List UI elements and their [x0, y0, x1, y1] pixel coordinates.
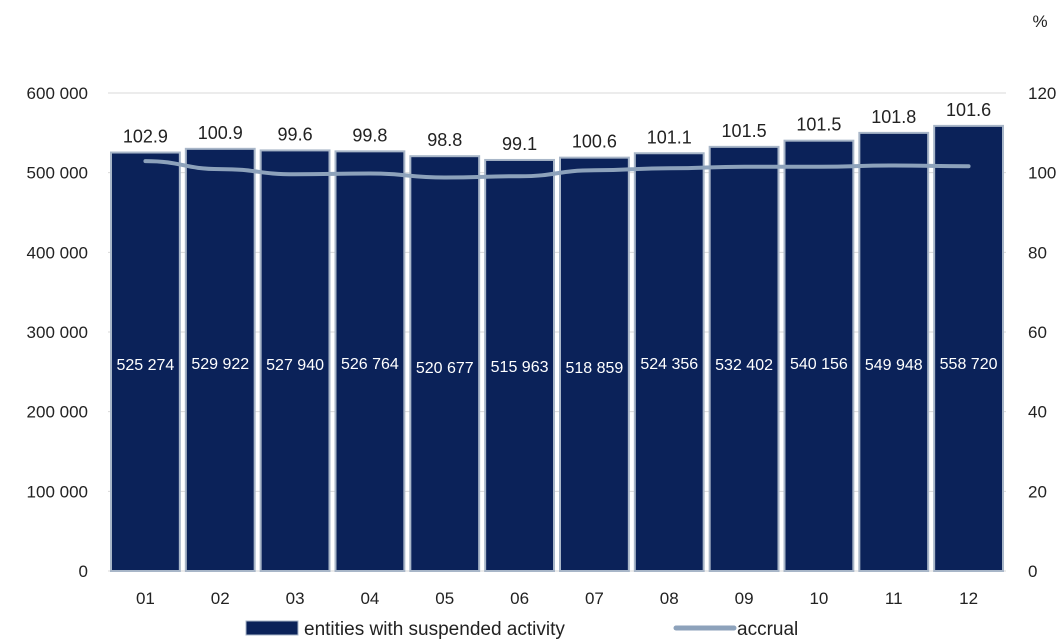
axes: 0 100 000 200 000 300 000 400 000 500 000 600 …: [27, 12, 1057, 608]
x-tick-label: 10: [809, 589, 828, 608]
y-right-tick-label: 20: [1028, 482, 1047, 501]
y-right-tick-label: 40: [1028, 403, 1047, 422]
bar-05: [409, 155, 481, 572]
x-tick-label: 11: [885, 589, 903, 608]
legend-swatch-bars: [245, 620, 299, 636]
accrual-value-label: 100.9: [198, 123, 243, 143]
bar-series: [110, 124, 1005, 573]
x-tick-label: 02: [211, 589, 230, 608]
accrual-line: [143, 159, 971, 180]
bar-value-label: 540 156: [790, 356, 848, 373]
bar-12: [933, 124, 1005, 572]
bar-value-label: 527 940: [266, 357, 324, 374]
y-right-tick-label: 80: [1028, 243, 1047, 262]
x-tick-label: 03: [286, 589, 305, 608]
y-left-tick-label: 300 000: [27, 323, 88, 342]
bar-value-label: 532 402: [715, 357, 773, 374]
accrual-value-label: 98.8: [427, 130, 462, 150]
bar-value-label: 515 963: [491, 359, 549, 376]
bar-11: [858, 131, 930, 572]
line-series: [143, 159, 971, 180]
bar-04: [334, 150, 406, 573]
y-left-tick-label: 500 000: [27, 164, 88, 183]
bar-01: [110, 151, 181, 572]
bar-07: [559, 156, 630, 572]
bar-02: [184, 147, 256, 573]
bar-06: [484, 158, 555, 573]
bar-08: [633, 152, 705, 572]
bar-09: [708, 145, 780, 572]
x-tick-label: 04: [360, 589, 379, 608]
x-tick-label: 08: [660, 589, 679, 608]
x-tick-label: 09: [735, 589, 754, 608]
accrual-value-label: 100.6: [572, 132, 617, 152]
x-tick-label: 07: [585, 589, 604, 608]
legend: entities with suspended activity accrual: [245, 619, 798, 640]
bar-value-label: 524 356: [640, 356, 698, 373]
x-tick-label: 05: [435, 589, 454, 608]
bar-value-label: 549 948: [865, 357, 923, 374]
y-left-tick-label: 200 000: [27, 403, 88, 422]
legend-label-line: accrual: [737, 619, 798, 640]
y-left-tick-label: 100 000: [27, 482, 88, 501]
legend-label-bars: entities with suspended activity: [304, 619, 565, 640]
y-left-tick-label: 600 000: [27, 84, 88, 103]
y-left-tick-label: 400 000: [27, 243, 88, 262]
accrual-value-label: 101.1: [647, 127, 692, 147]
bar-value-label: 525 274: [116, 357, 174, 374]
y-right-tick-label: 100: [1028, 164, 1056, 183]
accrual-value-label: 101.5: [796, 115, 841, 135]
accrual-value-label: 99.8: [352, 125, 387, 145]
bar-value-label: 520 677: [416, 360, 474, 377]
bar-10: [783, 139, 855, 572]
y-right-axis-label: %: [1032, 12, 1047, 31]
data-labels: 525 274 529 922 527 940 526 764 520 677 515 9…: [116, 100, 997, 377]
accrual-value-label: 101.8: [871, 107, 916, 127]
accrual-value-label: 101.5: [722, 121, 767, 141]
y-right-tick-label: 0: [1028, 562, 1037, 581]
bar-value-label: 518 859: [565, 360, 623, 377]
x-tick-label: 01: [136, 589, 155, 608]
bar-03: [259, 149, 331, 572]
accrual-value-label: 99.6: [278, 124, 313, 144]
y-right-tick-label: 120: [1028, 84, 1056, 103]
y-left-tick-label: 0: [79, 562, 88, 581]
accrual-value-label: 102.9: [123, 127, 168, 147]
x-tick-label: 06: [510, 589, 529, 608]
bar-value-label: 526 764: [341, 356, 399, 373]
y-right-tick-label: 60: [1028, 323, 1047, 342]
x-tick-label: 12: [959, 589, 978, 608]
accrual-value-label: 99.1: [502, 134, 537, 154]
accrual-value-label: 101.6: [946, 100, 991, 120]
bar-value-label: 558 720: [940, 356, 998, 373]
bar-value-label: 529 922: [191, 356, 249, 373]
